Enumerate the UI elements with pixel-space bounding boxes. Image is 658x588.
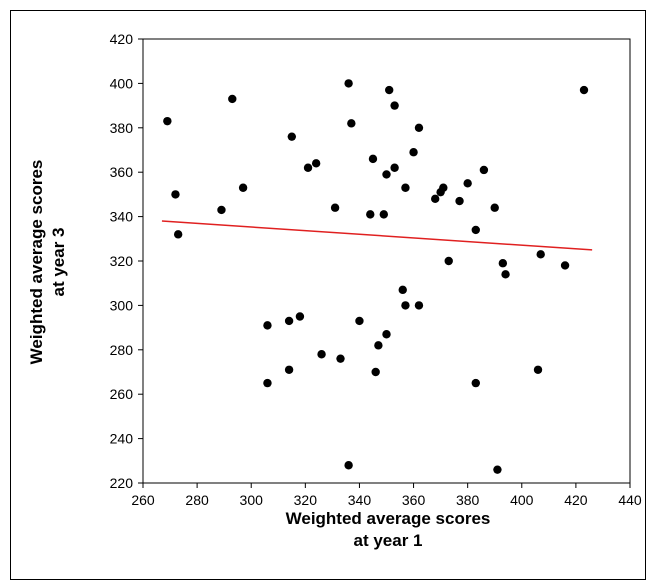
data-point [366,210,375,219]
x-tick-label: 440 [618,492,642,508]
y-tick-label: 300 [110,297,134,313]
x-axis-title-line1: Weighted average scores [286,509,491,528]
data-point [379,210,388,219]
data-point [390,163,399,172]
data-point [471,225,480,235]
data-point [390,101,399,110]
data-point [444,256,453,266]
data-point [385,85,394,95]
y-tick-label: 220 [110,475,134,491]
y-axis-title-line2: at year 3 [49,228,68,297]
y-tick-label: 320 [110,253,134,269]
data-point [414,301,424,310]
data-point [414,123,424,132]
data-point [336,354,345,363]
x-tick-label: 340 [348,492,372,508]
y-tick-label: 260 [110,386,134,402]
x-tick-label: 260 [131,492,155,508]
data-point [401,183,410,192]
data-point [284,365,294,374]
data-point [536,250,545,259]
data-point [284,316,294,326]
plot-area [142,38,631,484]
data-point [439,183,448,192]
data-point [455,196,464,206]
x-tick-label: 420 [564,492,588,508]
data-point [382,170,391,179]
data-point [355,316,364,326]
data-point [463,179,472,188]
data-point [431,194,440,204]
data-point [479,165,489,175]
data-point [344,79,353,88]
data-point [533,365,543,374]
data-point [217,205,226,215]
data-point [344,461,353,470]
data-point [295,312,305,321]
data-point [347,119,356,128]
x-axis-title-line2: at year 1 [354,531,423,550]
data-point [493,465,502,474]
x-tick-label: 400 [510,492,534,508]
data-point [471,378,480,388]
data-point [171,190,180,199]
y-axis-ticks: 220 240 260 280 300 320 340 360 380 400 420 [110,31,143,491]
data-point [173,230,183,239]
y-tick-label: 280 [110,342,134,358]
data-point [238,183,248,192]
data-point [330,203,340,212]
data-point [303,163,313,172]
data-point [560,261,570,270]
y-tick-label: 340 [110,209,134,225]
data-point [409,148,418,157]
data-point [287,132,297,141]
y-tick-label: 380 [110,120,134,136]
x-tick-label: 300 [240,492,264,508]
data-point [368,154,378,164]
y-tick-label: 360 [110,164,134,180]
x-tick-label: 380 [456,492,480,508]
trendline [161,220,593,251]
x-tick-label: 360 [402,492,426,508]
x-tick-label: 320 [294,492,318,508]
data-point [401,301,410,310]
data-point [579,85,589,95]
data-point [371,367,380,377]
data-point [163,116,172,126]
data-point [374,341,383,350]
y-tick-label: 240 [110,431,134,447]
y-axis-title-line1: Weighted average scores [27,160,46,365]
data-point [382,330,391,339]
data-point [490,203,499,212]
data-point [263,378,272,388]
data-point [498,259,508,268]
data-point [263,321,272,330]
data-point [228,94,237,104]
data-points [163,79,589,474]
y-tick-label: 400 [110,75,134,91]
x-tick-label: 280 [185,492,209,508]
y-tick-label: 420 [110,31,134,47]
data-point [501,270,510,279]
data-point [311,159,321,168]
data-point [398,285,407,295]
data-point [317,350,326,359]
x-axis-ticks: 260 280 300 320 340 360 380 400 420 440 [131,483,642,508]
